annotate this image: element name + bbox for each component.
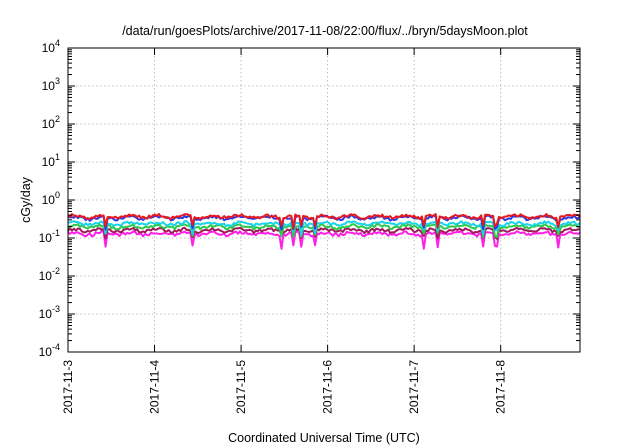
x-tick-label: 2017-11-7 bbox=[407, 360, 421, 414]
x-tick-label: 2017-11-8 bbox=[494, 360, 508, 414]
y-tick-label: 10-1 bbox=[39, 228, 60, 245]
x-tick-label: 2017-11-6 bbox=[321, 360, 335, 414]
chart-title: /data/run/goesPlots/archive/2017-11-08/2… bbox=[122, 24, 528, 38]
x-axis-label: Coordinated Universal Time (UTC) bbox=[228, 431, 420, 445]
series-line bbox=[67, 213, 581, 230]
y-tick-label: 102 bbox=[42, 114, 60, 131]
x-axis-ticks: 2017-11-3 2017-11-4 2017-11-5 2017-11-6 2017… bbox=[61, 48, 508, 414]
y-tick-label: 10-2 bbox=[39, 266, 60, 283]
y-tick-label: 100 bbox=[42, 190, 60, 207]
y-axis-ticks: 104 103 102 101 100 10-1 10-2 10-3 10-4 bbox=[39, 38, 580, 359]
x-tick-label: 2017-11-5 bbox=[234, 360, 248, 414]
y-tick-label: 104 bbox=[42, 38, 60, 55]
y-tick-label: 101 bbox=[42, 152, 60, 169]
grid-lines bbox=[68, 48, 580, 352]
series-line bbox=[67, 230, 581, 250]
x-tick-label: 2017-11-3 bbox=[61, 360, 75, 414]
data-series bbox=[67, 213, 581, 250]
x-tick-label: 2017-11-4 bbox=[148, 360, 162, 414]
y-tick-label: 10-4 bbox=[39, 342, 60, 359]
y-tick-label: 10-3 bbox=[39, 304, 60, 321]
y-tick-label: 103 bbox=[42, 76, 60, 93]
y-axis-label: cGy/day bbox=[19, 176, 33, 223]
series-line bbox=[67, 223, 581, 239]
